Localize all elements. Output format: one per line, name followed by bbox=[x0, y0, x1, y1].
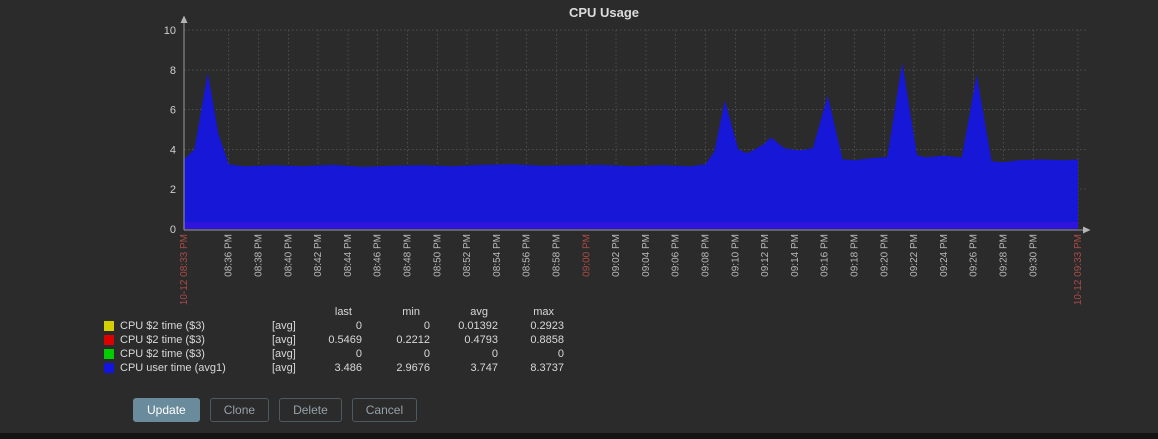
legend-series-fn: [avg] bbox=[272, 348, 296, 360]
cpu-usage-chart: 0 2 4 6 8 10 10-12 08:33 PM 08:36 PM 08:38 PM 08:… bbox=[164, 15, 1091, 305]
legend-last-value: 0.5469 bbox=[328, 334, 362, 346]
legend-column-header: last bbox=[334, 306, 352, 318]
x-tick-label: 08:44 PM bbox=[343, 234, 354, 277]
legend-max-value: 0 bbox=[557, 348, 564, 360]
x-tick-label: 09:14 PM bbox=[790, 234, 801, 277]
legend-series-fn: [avg] bbox=[272, 320, 296, 332]
update-button[interactable]: Update bbox=[133, 398, 200, 422]
x-tick-label: 09:16 PM bbox=[820, 234, 831, 277]
legend-last-value: 3.486 bbox=[334, 362, 362, 374]
legend-avg-value: 3.747 bbox=[470, 362, 498, 374]
legend-swatch bbox=[104, 333, 120, 347]
x-tick-label: 09:24 PM bbox=[939, 234, 950, 277]
x-tick-label: 08:50 PM bbox=[432, 234, 443, 277]
toolbar: Update Clone Delete Cancel bbox=[133, 398, 418, 422]
series-color-icon bbox=[104, 349, 114, 359]
x-tick-label: 08:54 PM bbox=[492, 234, 503, 277]
x-tick-label: 09:04 PM bbox=[641, 234, 652, 277]
legend-last-value: 0 bbox=[355, 348, 362, 360]
x-tick-label: 09:20 PM bbox=[879, 234, 890, 277]
legend: last min avg max CPU $2 time ($3) [avg] 0 0 0.01… bbox=[104, 305, 564, 375]
x-tick-label: 09:06 PM bbox=[671, 234, 682, 277]
x-tick-label: 09:10 PM bbox=[730, 234, 741, 277]
legend-series-name: CPU $2 time ($3) bbox=[120, 348, 205, 360]
series-color-icon bbox=[104, 363, 114, 373]
page-title: CPU Usage bbox=[568, 5, 640, 20]
y-tick-label: 10 bbox=[164, 25, 176, 37]
legend-max-value: 0.2923 bbox=[530, 320, 564, 332]
x-tick-label: 09:18 PM bbox=[850, 234, 861, 277]
legend-avg-value: 0.01392 bbox=[458, 320, 498, 332]
legend-column-header: min bbox=[402, 306, 420, 318]
x-tick-label: 08:40 PM bbox=[283, 234, 294, 277]
y-tick-label: 6 bbox=[170, 105, 176, 117]
x-tick-label: 09:02 PM bbox=[611, 234, 622, 277]
x-tick-label: 09:26 PM bbox=[969, 234, 980, 277]
legend-max-value: 0.8858 bbox=[530, 334, 564, 346]
legend-column-header: avg bbox=[470, 306, 488, 318]
legend-series-name: CPU user time (avg1) bbox=[120, 362, 226, 374]
legend-series-name: CPU $2 time ($3) bbox=[120, 334, 205, 346]
overlapping-series-tint bbox=[184, 222, 1078, 229]
x-tick-label: 10-12 08:33 PM bbox=[179, 234, 190, 305]
legend-avg-value: 0 bbox=[491, 348, 498, 360]
legend-series-fn: [avg] bbox=[272, 362, 296, 374]
legend-swatch bbox=[104, 347, 120, 361]
x-tick-label: 08:46 PM bbox=[373, 234, 384, 277]
x-tick-label: 10-12 09:33 PM bbox=[1073, 234, 1084, 305]
bottom-divider bbox=[0, 433, 1158, 439]
x-tick-label: 09:22 PM bbox=[909, 234, 920, 277]
legend-swatch bbox=[104, 361, 120, 375]
x-tick-label: 08:56 PM bbox=[522, 234, 533, 277]
cpu-user-time-area bbox=[184, 62, 1078, 229]
legend-header-spacer bbox=[104, 305, 120, 319]
legend-series-name: CPU $2 time ($3) bbox=[120, 320, 205, 332]
series-color-icon bbox=[104, 335, 114, 345]
x-tick-label: 09:00 PM bbox=[581, 234, 592, 277]
legend-series-fn: [avg] bbox=[272, 334, 296, 346]
y-tick-label: 0 bbox=[170, 224, 176, 236]
x-tick-label: 08:38 PM bbox=[254, 234, 265, 277]
series-color-icon bbox=[104, 321, 114, 331]
legend-min-value: 0 bbox=[423, 348, 430, 360]
x-tick-label: 08:52 PM bbox=[462, 234, 473, 277]
legend-swatch bbox=[104, 319, 120, 333]
legend-header-spacer bbox=[120, 305, 272, 319]
cancel-button[interactable]: Cancel bbox=[351, 398, 418, 422]
clone-button[interactable]: Clone bbox=[209, 398, 270, 422]
legend-column-header: max bbox=[533, 306, 554, 318]
y-tick-label: 2 bbox=[170, 184, 176, 196]
delete-button[interactable]: Delete bbox=[279, 398, 342, 422]
x-tick-label: 08:36 PM bbox=[224, 234, 235, 277]
x-tick-label: 08:58 PM bbox=[552, 234, 563, 277]
legend-last-value: 0 bbox=[355, 320, 362, 332]
x-tick-label: 09:08 PM bbox=[701, 234, 712, 277]
x-tick-label: 09:30 PM bbox=[1028, 234, 1039, 277]
legend-max-value: 8.3737 bbox=[530, 362, 564, 374]
legend-min-value: 0 bbox=[423, 320, 430, 332]
x-tick-label: 08:48 PM bbox=[403, 234, 414, 277]
y-tick-label: 4 bbox=[170, 144, 176, 156]
x-axis-arrow-icon bbox=[1083, 226, 1091, 234]
legend-avg-value: 0.4793 bbox=[464, 334, 498, 346]
legend-min-value: 0.2212 bbox=[396, 334, 430, 346]
y-axis-arrow-icon bbox=[180, 15, 188, 23]
x-tick-label: 09:12 PM bbox=[760, 234, 771, 277]
y-tick-label: 8 bbox=[170, 65, 176, 77]
legend-header-spacer bbox=[272, 305, 316, 319]
x-tick-label: 09:28 PM bbox=[999, 234, 1010, 277]
x-tick-label: 08:42 PM bbox=[313, 234, 324, 277]
legend-min-value: 2.9676 bbox=[396, 362, 430, 374]
